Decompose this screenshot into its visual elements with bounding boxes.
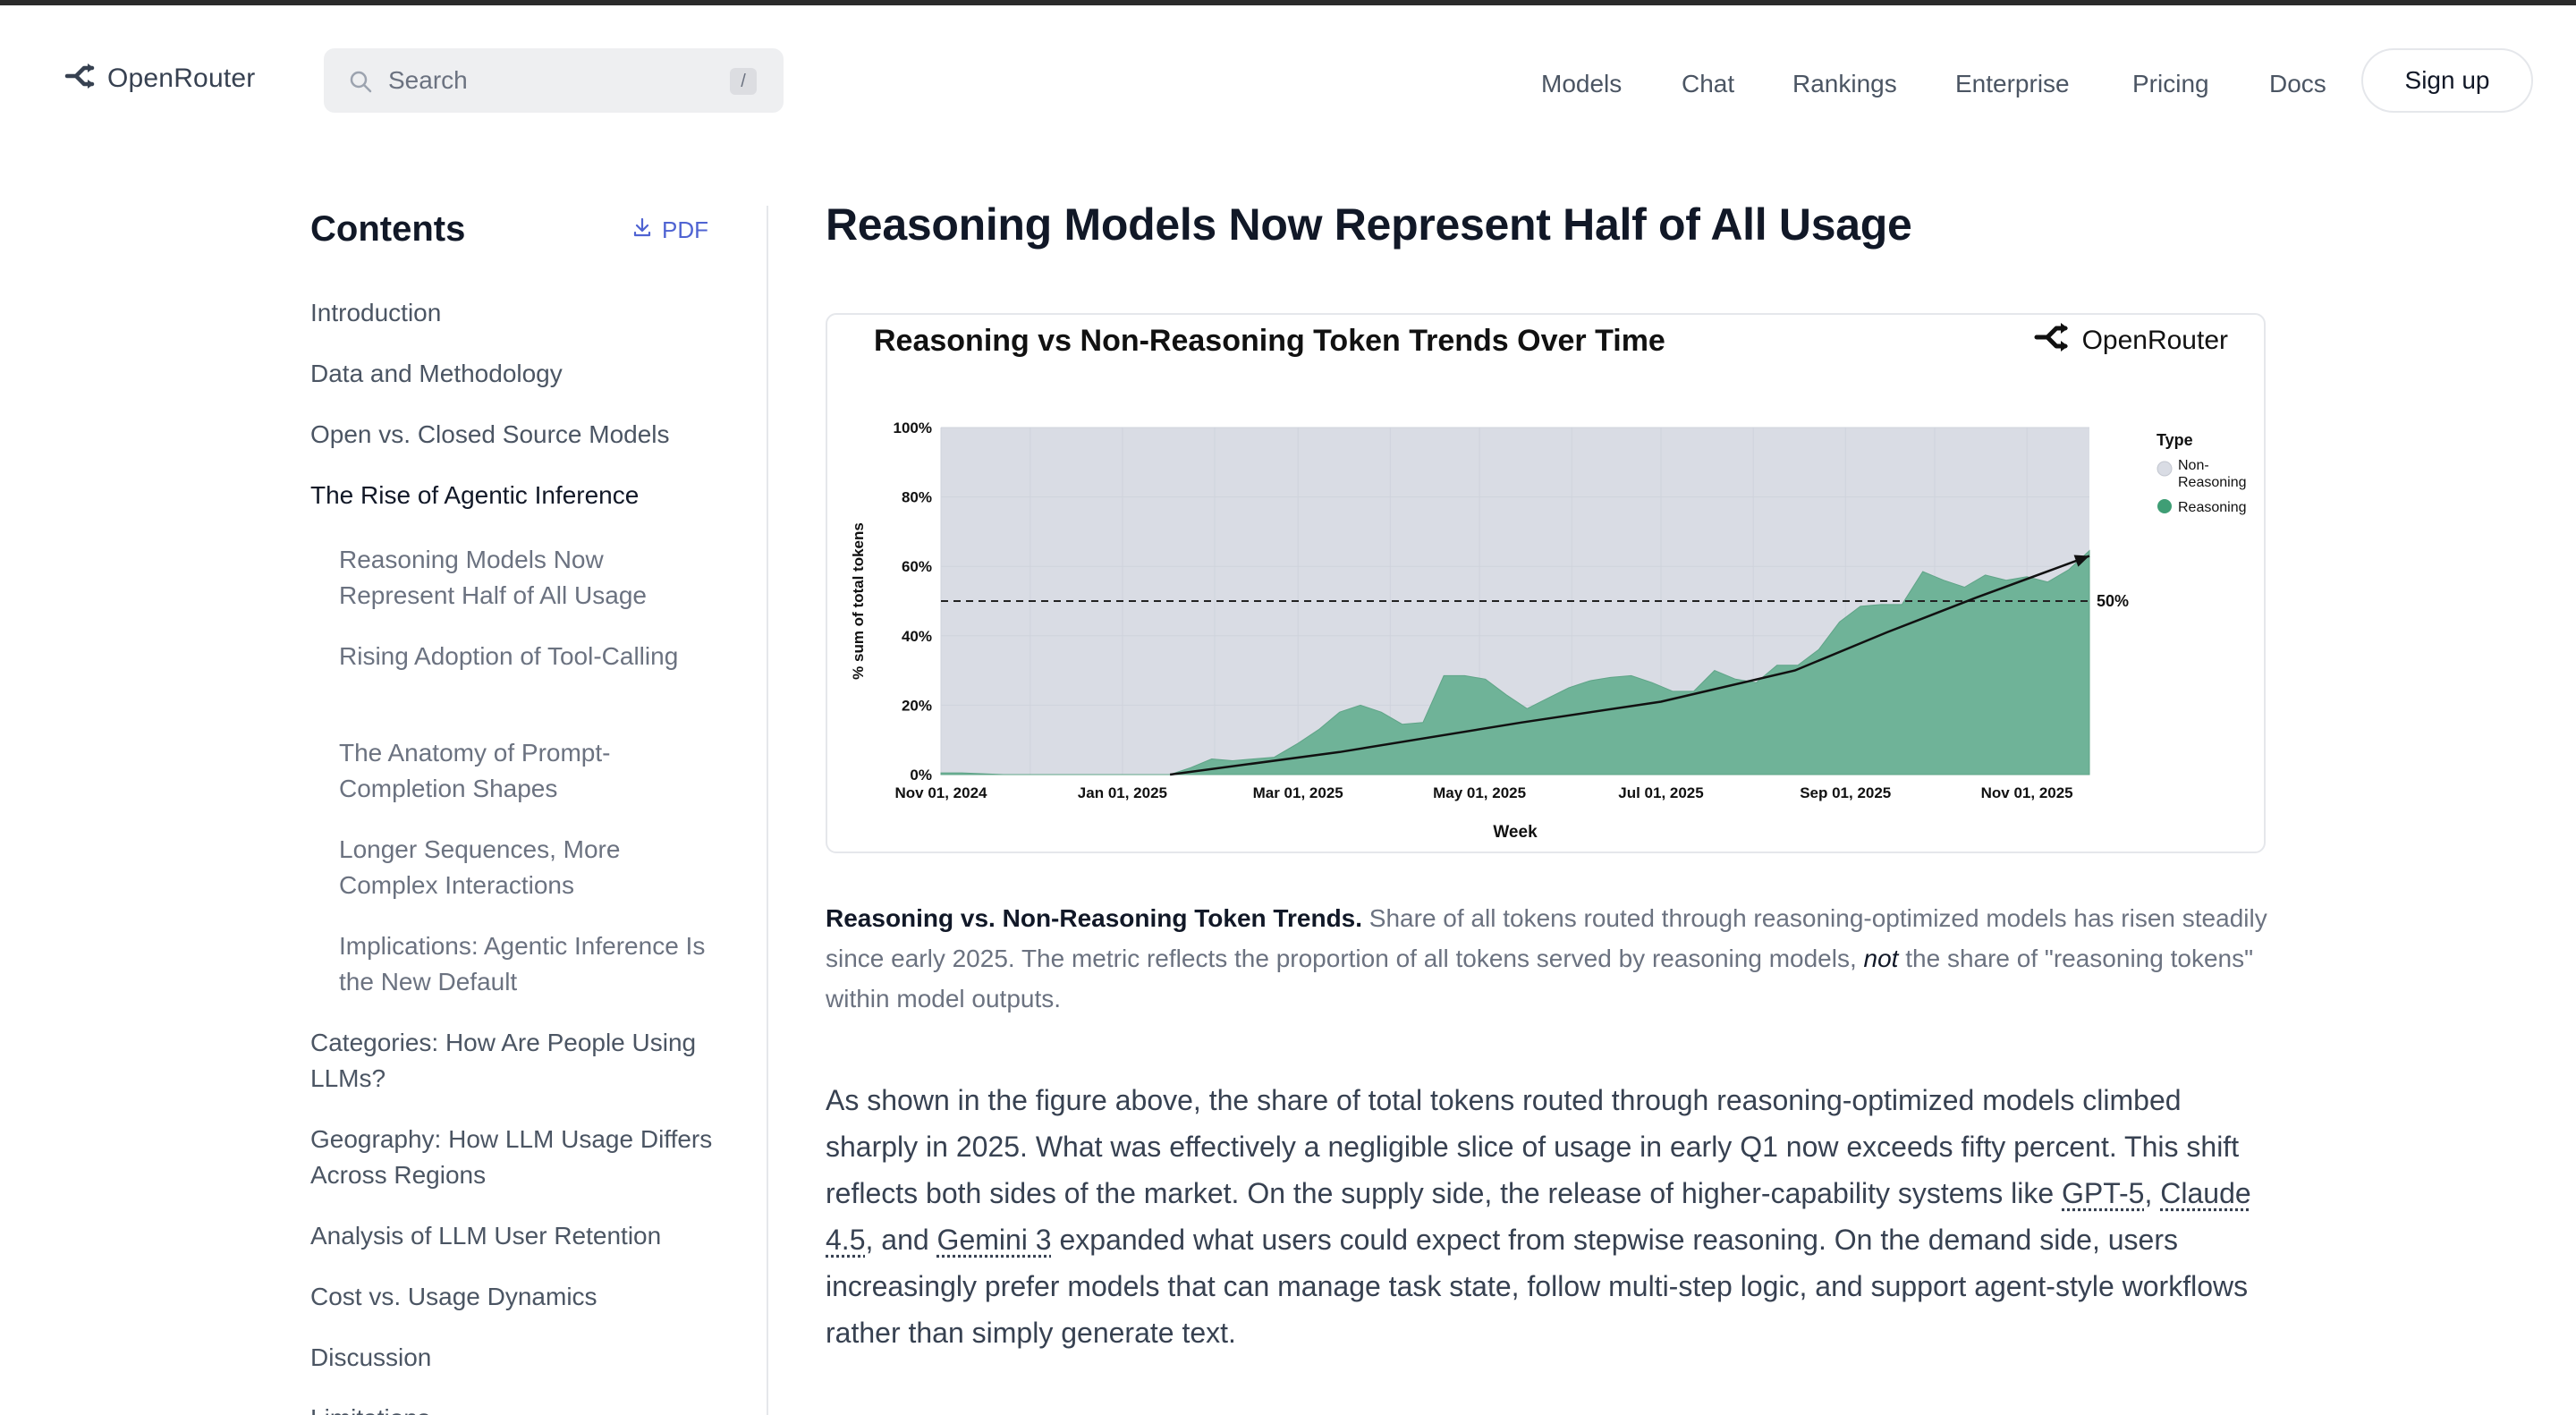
search-icon bbox=[349, 70, 372, 93]
toc-item-discussion[interactable]: Discussion bbox=[310, 1340, 722, 1376]
toc-item-limitations[interactable]: Limitations bbox=[310, 1401, 722, 1415]
toc-item-categories[interactable]: Categories: How Are People Using LLMs? bbox=[310, 1025, 722, 1097]
toc-subitem-longer-sequences[interactable]: Longer Sequences, More Complex Interacti… bbox=[339, 832, 724, 903]
x-axis-ticks: Nov 01, 2024 Jan 01, 2025 Mar 01, 2025 May … bbox=[894, 784, 2072, 801]
link-gpt-5[interactable]: GPT-5 bbox=[2062, 1177, 2144, 1209]
chart-card: Reasoning vs Non-Reasoning Token Trends … bbox=[826, 313, 2266, 853]
site-header: OpenRouter Search / Models Chat Rankings… bbox=[0, 5, 2576, 154]
search-input[interactable]: Search / bbox=[324, 48, 784, 113]
x-tick-label: Jan 01, 2025 bbox=[1078, 784, 1167, 801]
legend-label-non-reasoning: Non- bbox=[2178, 458, 2209, 473]
toc-item-introduction[interactable]: Introduction bbox=[310, 295, 722, 331]
nav-rankings[interactable]: Rankings bbox=[1792, 70, 1897, 98]
caption-title: Reasoning vs. Non-Reasoning Token Trends… bbox=[826, 904, 1362, 932]
y-tick-label: 20% bbox=[902, 697, 932, 714]
y-tick-label: 40% bbox=[902, 628, 932, 645]
pdf-download-link[interactable]: PDF bbox=[631, 216, 708, 244]
x-axis-label: Week bbox=[1493, 823, 1538, 842]
caption-emphasis: not bbox=[1864, 945, 1899, 972]
toc-item-cost-usage[interactable]: Cost vs. Usage Dynamics bbox=[310, 1279, 722, 1315]
body-sep-2: , and bbox=[865, 1224, 936, 1256]
x-tick-label: Nov 01, 2024 bbox=[894, 784, 987, 801]
y-tick-label: 100% bbox=[894, 419, 932, 436]
body-text-1: As shown in the figure above, the share … bbox=[826, 1084, 2239, 1209]
toc-subitem-tool-calling[interactable]: Rising Adoption of Tool-Calling bbox=[339, 639, 724, 674]
link-gemini-3[interactable]: Gemini 3 bbox=[937, 1224, 1052, 1256]
figure-caption: Reasoning vs. Non-Reasoning Token Trends… bbox=[826, 898, 2275, 1019]
legend-label-non-reasoning-cont: Reasoning bbox=[2178, 475, 2247, 490]
body-sep-1: , bbox=[2144, 1177, 2160, 1209]
y-tick-label: 80% bbox=[902, 489, 932, 506]
reference-line-label: 50% bbox=[2097, 592, 2129, 610]
y-axis-label: % sum of total tokens bbox=[850, 522, 867, 680]
x-tick-label: Nov 01, 2025 bbox=[1981, 784, 2073, 801]
brand-logo[interactable]: OpenRouter bbox=[64, 63, 255, 94]
nav-docs[interactable]: Docs bbox=[2269, 70, 2326, 98]
toc-subitem-implications[interactable]: Implications: Agentic Inference Is the N… bbox=[339, 928, 724, 1000]
x-tick-label: May 01, 2025 bbox=[1433, 784, 1526, 801]
nav-pricing[interactable]: Pricing bbox=[2132, 70, 2209, 98]
chart-legend: Type Non- Reasoning Reasoning bbox=[2157, 431, 2247, 515]
sign-up-button[interactable]: Sign up bbox=[2361, 48, 2533, 113]
toc-item-retention[interactable]: Analysis of LLM User Retention bbox=[310, 1218, 722, 1254]
legend-marker-reasoning bbox=[2157, 499, 2172, 513]
y-tick-label: 0% bbox=[910, 767, 932, 784]
nav-chat[interactable]: Chat bbox=[1682, 70, 1734, 98]
legend-marker-non-reasoning bbox=[2157, 462, 2172, 476]
nav-models[interactable]: Models bbox=[1541, 70, 1622, 98]
reasoning-share-chart: 50% 0% 20% 40% 60% 80% 100% Nov 01, 2024 Jan 0… bbox=[827, 315, 2264, 852]
search-shortcut-key: / bbox=[730, 68, 757, 95]
toc-item-data-methodology[interactable]: Data and Methodology bbox=[310, 356, 722, 392]
toc-item-geography[interactable]: Geography: How LLM Usage Differs Across … bbox=[310, 1122, 722, 1193]
y-tick-label: 60% bbox=[902, 558, 932, 575]
legend-title: Type bbox=[2157, 431, 2193, 449]
openrouter-logo-icon bbox=[64, 63, 95, 94]
toc-item-agentic-inference[interactable]: The Rise of Agentic Inference bbox=[310, 478, 722, 513]
pdf-label: PDF bbox=[662, 216, 708, 244]
x-tick-label: Sep 01, 2025 bbox=[1800, 784, 1891, 801]
sidebar-divider bbox=[767, 206, 768, 1415]
x-tick-label: Mar 01, 2025 bbox=[1253, 784, 1343, 801]
legend-label-reasoning: Reasoning bbox=[2178, 500, 2247, 515]
toc-subitem-prompt-completion[interactable]: The Anatomy of Prompt-Completion Shapes bbox=[339, 735, 724, 807]
brand-name: OpenRouter bbox=[107, 64, 255, 94]
y-axis-ticks: 0% 20% 40% 60% 80% 100% bbox=[894, 419, 932, 784]
x-tick-label: Jul 01, 2025 bbox=[1618, 784, 1703, 801]
section-title: Reasoning Models Now Represent Half of A… bbox=[826, 199, 1912, 250]
nav-enterprise[interactable]: Enterprise bbox=[1955, 70, 2070, 98]
toc-subitem-reasoning-models[interactable]: Reasoning Models Now Represent Half of A… bbox=[339, 542, 724, 614]
toc-item-open-vs-closed[interactable]: Open vs. Closed Source Models bbox=[310, 417, 722, 453]
search-placeholder: Search bbox=[388, 66, 468, 95]
table-of-contents: Contents PDF Introduction Data and Metho… bbox=[0, 154, 767, 1415]
contents-heading: Contents bbox=[310, 209, 465, 250]
body-paragraph: As shown in the figure above, the share … bbox=[826, 1077, 2275, 1356]
download-icon bbox=[631, 216, 653, 244]
